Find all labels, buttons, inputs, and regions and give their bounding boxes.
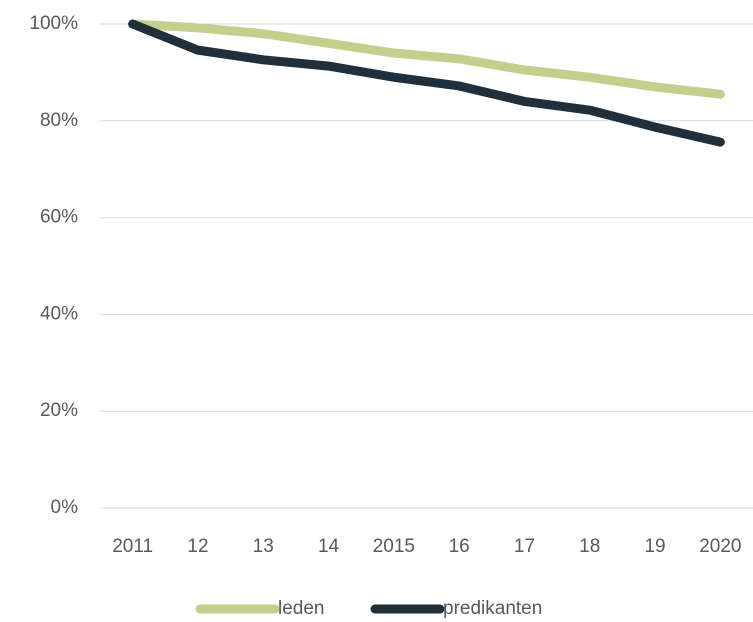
series-line [128,19,725,99]
legend-label: leden [278,598,325,619]
y-tick-label: 20% [40,400,78,421]
y-tick-label: 60% [40,207,78,228]
x-tick-label: 12 [187,536,208,557]
legend-label: predikanten [443,598,542,619]
y-tick-label: 100% [29,13,78,34]
y-tick-label: 40% [40,303,78,324]
x-tick-label: 2011 [112,536,153,557]
x-tick-label: 17 [514,536,535,557]
y-tick-label: 0% [51,497,79,518]
x-tick-label: 18 [579,536,600,557]
x-tick-label: 19 [644,536,665,557]
y-tick-label: 80% [40,110,78,131]
x-tick-label: 13 [253,536,274,557]
series-line [128,19,725,147]
x-tick-label: 14 [318,536,340,557]
x-tick-label: 2020 [699,536,741,557]
x-tick-label: 2015 [373,536,415,557]
x-tick-label: 16 [449,536,470,557]
